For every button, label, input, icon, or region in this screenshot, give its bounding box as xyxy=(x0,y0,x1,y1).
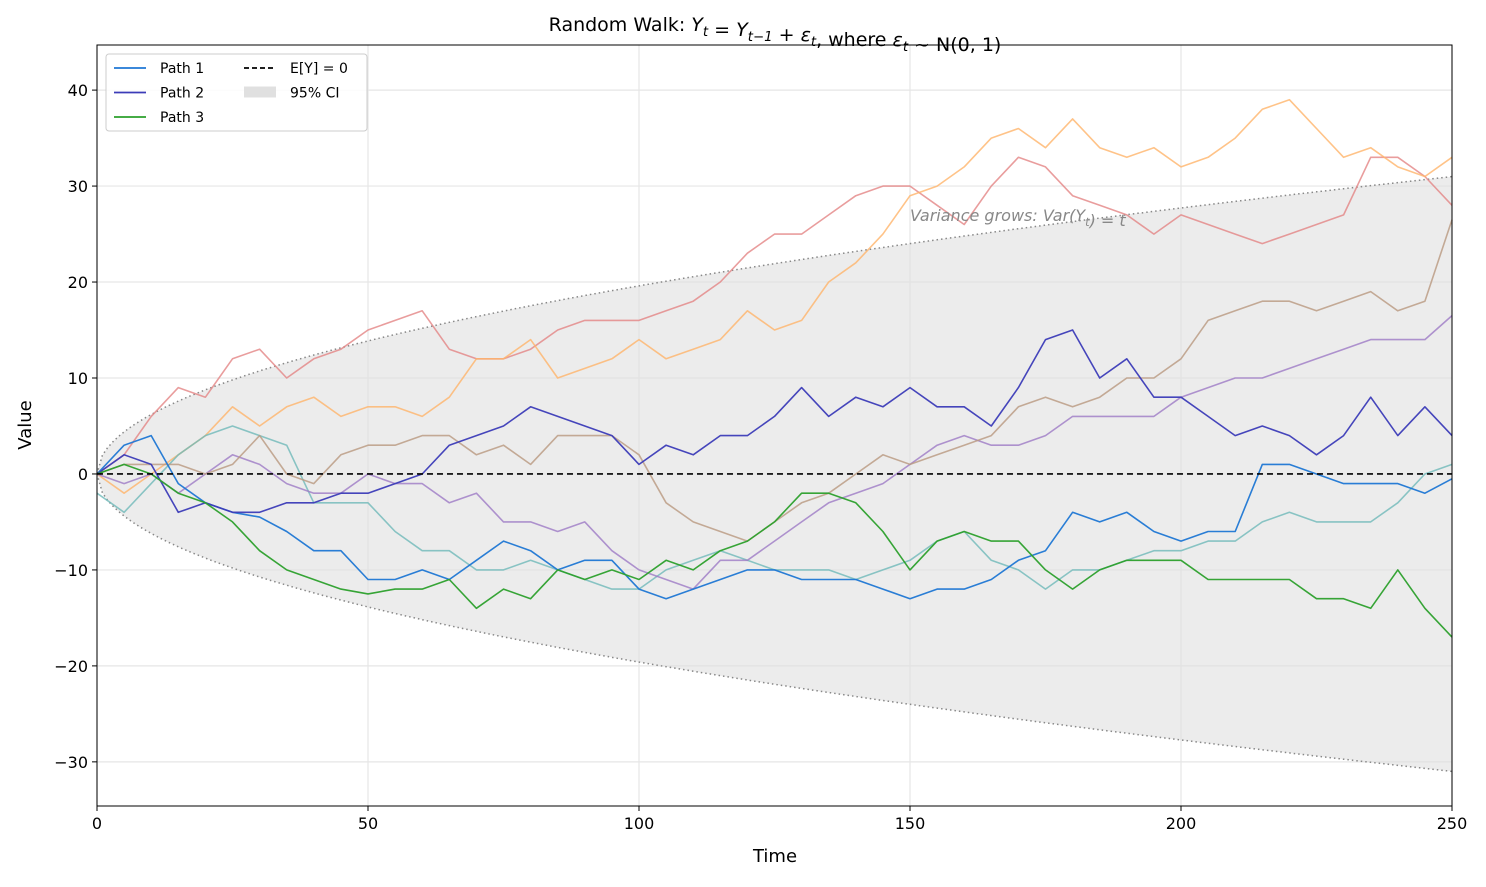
annotation: Variance grows: Var(Yt) = t xyxy=(910,206,1126,230)
series-path-3 xyxy=(96,463,1453,638)
x-tick-label: 150 xyxy=(895,814,926,833)
legend-label: E[Y] = 0 xyxy=(290,61,348,77)
legend-label: Path 1 xyxy=(160,61,204,77)
x-tick-label: 50 xyxy=(358,814,378,833)
series-path-2 xyxy=(96,329,1453,514)
y-tick-label: 40 xyxy=(68,81,88,100)
legend: Path 1 Path 2 Path 3 E[Y] = 0 95% CI xyxy=(105,53,368,132)
axis-ticks: 0 50 100 150 200 250 −30 −20 −10 0 10 20 30 40 xyxy=(54,81,1467,833)
y-tick-label: 30 xyxy=(68,177,88,196)
y-tick-label: −30 xyxy=(54,753,88,772)
x-tick-label: 200 xyxy=(1166,814,1197,833)
legend-label: Path 2 xyxy=(160,86,204,102)
legend-label: 95% CI xyxy=(290,86,339,102)
y-tick-label: 10 xyxy=(68,369,88,388)
x-axis-label: Time xyxy=(752,846,797,867)
series-path-5 xyxy=(96,98,1453,495)
x-tick-label: 0 xyxy=(92,814,102,833)
y-tick-label: 0 xyxy=(78,465,88,484)
ci-upper-bound xyxy=(96,175,1453,475)
x-tick-label: 100 xyxy=(624,814,655,833)
series-path-7 xyxy=(96,315,1453,590)
y-tick-label: −20 xyxy=(54,657,88,676)
x-tick-label: 250 xyxy=(1437,814,1468,833)
chart-title: Random Walk: Yt = Yt−1 + εt, where εt ~ … xyxy=(549,14,1002,56)
y-tick-label: −10 xyxy=(54,561,88,580)
y-axis-label: Value xyxy=(15,400,36,449)
series-path-4 xyxy=(96,156,1453,475)
ci-lower-bound xyxy=(96,473,1453,773)
legend-label: Path 3 xyxy=(160,110,204,126)
legend-ci-swatch xyxy=(244,86,276,98)
y-tick-label: 20 xyxy=(68,273,88,292)
series-path-1 xyxy=(96,434,1453,600)
plot-frame xyxy=(96,44,1453,807)
legend-box xyxy=(105,53,368,132)
